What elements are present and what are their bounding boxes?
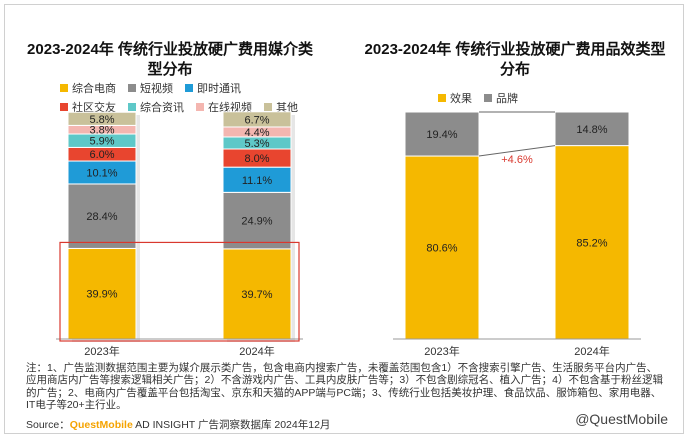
bar-segment-1-0-1 — [404, 111, 480, 157]
data-label: 8.0% — [244, 153, 269, 165]
legend-item-0-4: 综合资讯 — [128, 99, 184, 115]
legend-item-0-5: 在线视频 — [196, 99, 252, 115]
data-label: 39.9% — [86, 289, 117, 301]
data-label: 14.8% — [576, 124, 607, 136]
legend-swatch — [60, 84, 68, 92]
legend-swatch — [438, 94, 446, 102]
legend-item-1-0: 效果 — [438, 90, 472, 106]
data-label: 4.4% — [244, 127, 269, 139]
footnote: 注：1、广告监测数据范围主要为媒介展示类广告，包含电商内搜索广告，未覆盖范围包含… — [26, 362, 664, 412]
bar-segment-0-0-6 — [67, 111, 137, 126]
data-label: 5.3% — [244, 138, 269, 150]
bar-segment-1-1-1 — [554, 111, 630, 147]
watermark: @QuestMobile — [575, 411, 668, 427]
legend-label: 社区交友 — [72, 102, 116, 114]
bar-segment-0-1-6 — [222, 111, 292, 128]
data-label: 39.7% — [241, 289, 272, 301]
data-label: 10.1% — [86, 167, 117, 179]
data-label: 19.4% — [426, 129, 457, 141]
chart2-title: 2023-2024年 传统行业投放硬广费用品效类型分布 — [364, 41, 666, 78]
category-label: 2024年 — [239, 344, 274, 358]
legend-label: 效果 — [450, 93, 472, 105]
bar-segment-0-1-0 — [222, 248, 292, 340]
data-label: 5.8% — [89, 114, 114, 126]
category-label: 2024年 — [574, 344, 609, 358]
legend-label: 短视频 — [140, 83, 173, 95]
legend-swatch — [60, 103, 68, 111]
data-label: 5.9% — [89, 136, 114, 148]
legend-item-0-0: 综合电商 — [60, 80, 116, 96]
bar-segment-1-0-0 — [404, 155, 480, 340]
legend-label: 即时通讯 — [197, 83, 241, 95]
category-label: 2023年 — [424, 344, 459, 358]
data-label: 6.0% — [89, 149, 114, 161]
legend-item-0-1: 短视频 — [128, 80, 173, 96]
legend-swatch — [264, 103, 272, 111]
legend-swatch — [128, 84, 136, 92]
data-label: 80.6% — [426, 243, 457, 255]
legend-swatch — [196, 103, 204, 111]
source-suffix: AD INSIGHT 广告洞察数据库 2024年12月 — [132, 419, 331, 431]
legend-item-1-1: 品牌 — [484, 90, 518, 106]
legend-label: 综合电商 — [72, 83, 116, 95]
highlight-box — [59, 241, 300, 342]
chart1-title: 2023-2024年 传统行业投放硬广费用媒介类型分布 — [27, 41, 313, 78]
chart1-legend: 综合电商 短视频 即时通讯社区交友 综合资讯 在线视频 其他 — [60, 80, 320, 115]
legend-swatch — [484, 94, 492, 102]
growth-annotation: +4.6% — [501, 154, 533, 166]
legend-swatch — [185, 84, 193, 92]
category-label: 2023年 — [84, 344, 119, 358]
legend-swatch — [128, 103, 136, 111]
figure-frame — [4, 4, 684, 434]
source-brand: QuestMobile — [69, 419, 133, 431]
source-line: Source：QuestMobile AD INSIGHT 广告洞察数据库 20… — [26, 417, 330, 432]
bar-segment-1-1-0 — [554, 145, 630, 340]
bar-segment-0-1-1 — [222, 191, 292, 250]
chart2-legend: 效果 品牌 — [438, 90, 658, 106]
source-prefix: Source： — [26, 419, 70, 431]
legend-label: 品牌 — [496, 93, 518, 105]
data-label: 6.7% — [244, 114, 269, 126]
data-label: 24.9% — [241, 216, 272, 228]
data-label: 11.1% — [242, 175, 273, 187]
connector-divider — [478, 145, 556, 157]
legend-label: 其他 — [276, 102, 298, 114]
data-label: 3.8% — [89, 125, 114, 137]
legend-label: 在线视频 — [208, 102, 252, 114]
legend-item-0-6: 其他 — [264, 99, 298, 115]
data-label: 85.2% — [576, 237, 607, 249]
legend-label: 综合资讯 — [140, 102, 184, 114]
bar-segment-0-0-0 — [67, 247, 137, 340]
legend-item-0-2: 即时通讯 — [185, 80, 241, 96]
data-label: 28.4% — [86, 211, 117, 223]
legend-item-0-3: 社区交友 — [60, 99, 116, 115]
